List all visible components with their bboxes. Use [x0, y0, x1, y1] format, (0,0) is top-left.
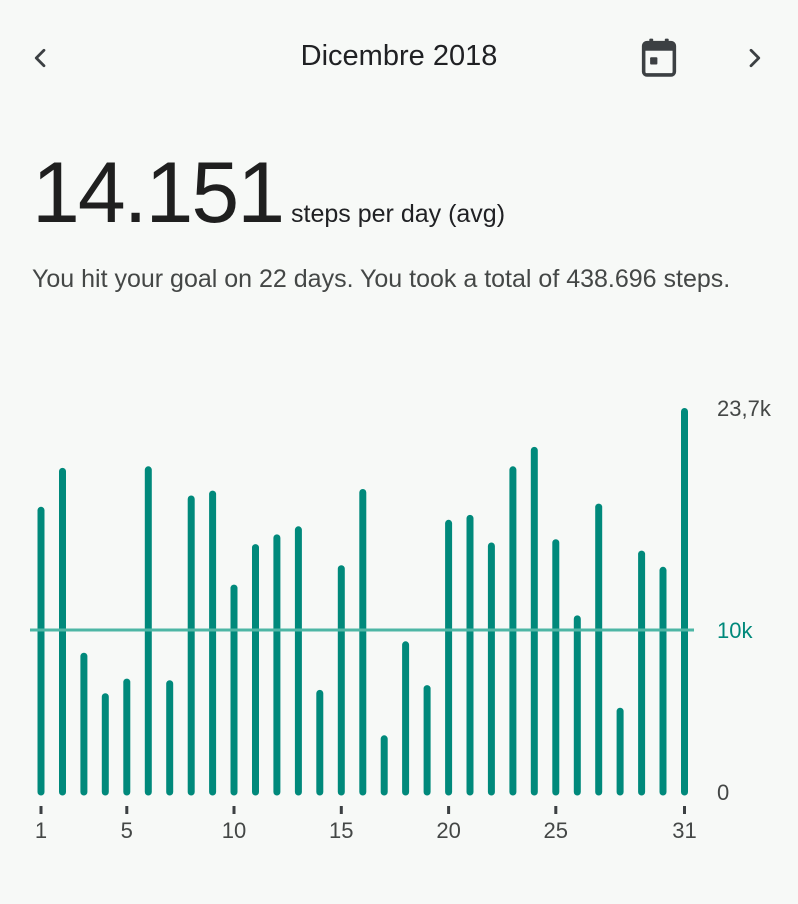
x-tick-label: 20 — [436, 818, 460, 843]
bar-day-17[interactable] — [380, 735, 388, 796]
bar-day-8[interactable] — [187, 495, 195, 796]
bar-day-21[interactable] — [466, 514, 474, 796]
header: Dicembre 2018 — [0, 0, 798, 120]
x-tick-mark — [683, 806, 686, 814]
x-tick-mark — [39, 806, 43, 814]
bar-day-14[interactable] — [316, 689, 324, 796]
bar-day-3[interactable] — [80, 652, 88, 796]
bar-day-27[interactable] — [595, 503, 603, 796]
goal-summary-text: You hit your goal on 22 days. You took a… — [32, 265, 731, 293]
bar-day-9[interactable] — [209, 490, 217, 796]
bar-day-20[interactable] — [445, 519, 453, 796]
average-steps-value: 14.151 — [32, 145, 285, 241]
average-steps: 14.151 steps per day (avg) — [32, 150, 505, 236]
bar-day-26[interactable] — [573, 615, 581, 796]
bar-day-5[interactable] — [123, 678, 131, 796]
next-month-button[interactable] — [731, 34, 779, 82]
bar-day-31[interactable] — [681, 408, 688, 796]
chevron-right-icon — [749, 48, 761, 68]
x-tick-label: 5 — [121, 818, 133, 843]
bar-day-1[interactable] — [37, 506, 45, 796]
bar-day-10[interactable] — [230, 584, 238, 796]
x-tick-mark — [232, 806, 236, 814]
bar-day-19[interactable] — [423, 685, 431, 796]
x-tick-label: 15 — [329, 818, 353, 843]
x-tick-mark — [125, 806, 129, 814]
chevron-left-icon — [34, 48, 46, 68]
bar-day-16[interactable] — [359, 489, 367, 796]
bar-day-11[interactable] — [252, 544, 259, 796]
bar-day-12[interactable] — [273, 534, 281, 796]
bar-day-30[interactable] — [659, 566, 667, 796]
x-tick-mark — [554, 806, 558, 814]
page-title: Dicembre 2018 — [300, 40, 498, 72]
x-tick-mark — [447, 806, 451, 814]
y-tick-label: 10k — [717, 618, 753, 643]
x-tick-label: 31 — [672, 818, 696, 843]
bar-day-22[interactable] — [487, 542, 495, 796]
bar-day-29[interactable] — [638, 550, 646, 796]
y-tick-label: 23,7k — [717, 396, 772, 421]
bar-day-15[interactable] — [337, 565, 345, 796]
x-tick-label: 10 — [222, 818, 246, 843]
bar-day-28[interactable] — [616, 707, 624, 796]
average-steps-unit: steps per day (avg) — [291, 200, 506, 228]
y-tick-label: 0 — [717, 780, 729, 805]
bar-day-7[interactable] — [166, 680, 174, 796]
bar-day-13[interactable] — [294, 526, 302, 796]
previous-month-button[interactable] — [16, 34, 64, 82]
x-tick-label: 25 — [544, 818, 568, 843]
bar-day-24[interactable] — [530, 446, 538, 796]
x-tick-label: 1 — [35, 818, 47, 843]
calendar-icon — [641, 38, 677, 77]
x-tick-mark — [339, 806, 343, 814]
bar-day-25[interactable] — [552, 539, 560, 796]
bar-day-18[interactable] — [402, 641, 410, 796]
calendar-button[interactable] — [635, 34, 683, 82]
bar-day-2[interactable] — [59, 467, 66, 796]
bar-day-4[interactable] — [101, 693, 109, 796]
